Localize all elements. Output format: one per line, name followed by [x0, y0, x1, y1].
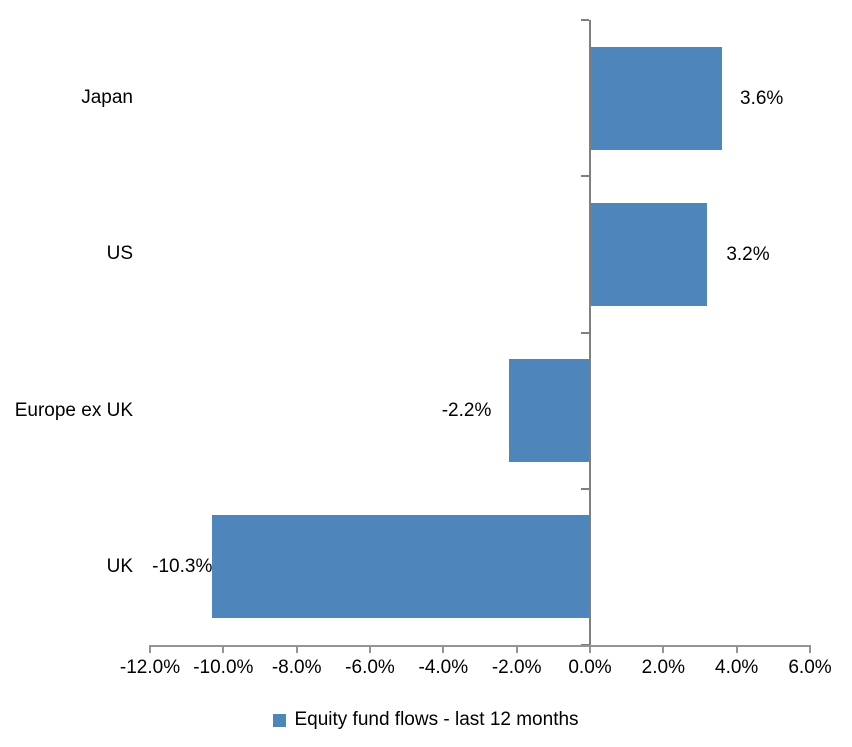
- bar: [590, 202, 708, 306]
- category-label: UK: [106, 555, 133, 577]
- bar-value-label: -2.2%: [441, 400, 492, 422]
- bar: [212, 515, 590, 619]
- y-axis-tick: [581, 487, 589, 490]
- category-label: Japan: [81, 87, 133, 108]
- x-tick-label: 6.0%: [788, 657, 832, 678]
- x-axis-tick: [295, 645, 298, 653]
- category-label: Europe ex UK: [14, 399, 133, 421]
- x-tick-label: -8.0%: [271, 657, 322, 678]
- legend-marker-icon: [273, 713, 287, 727]
- category-label: US: [106, 243, 133, 265]
- bar-value-label: 3.6%: [740, 87, 784, 109]
- x-tick-label: -6.0%: [345, 657, 395, 678]
- bar-value-label: 3.2%: [726, 243, 770, 265]
- legend-label: Equity fund flows - last 12 months: [294, 709, 579, 730]
- x-axis-tick: [515, 645, 518, 653]
- y-axis-tick: [581, 19, 589, 21]
- bar: [509, 359, 590, 463]
- x-axis-tick: [589, 645, 591, 653]
- x-axis-tick: [662, 645, 665, 653]
- bar-value-label: -10.3%: [152, 556, 213, 578]
- x-axis-tick: [735, 645, 738, 653]
- x-axis-tick: [809, 645, 811, 653]
- x-tick-label: -10.0%: [193, 657, 254, 678]
- x-axis-tick: [222, 645, 225, 653]
- chart-legend: Equity fund flows - last 12 months: [0, 707, 852, 733]
- x-axis-tick: [369, 645, 371, 653]
- x-tick-label: -2.0%: [491, 657, 542, 678]
- x-tick-label: -12.0%: [119, 657, 181, 678]
- x-tick-label: -4.0%: [418, 657, 469, 678]
- x-tick-label: 2.0%: [641, 657, 685, 678]
- y-axis-tick: [581, 175, 589, 178]
- x-axis-line: [150, 645, 810, 647]
- x-tick-label: 4.0%: [715, 657, 759, 678]
- x-axis-tick: [149, 645, 151, 653]
- x-axis-tick: [442, 645, 445, 653]
- y-axis-line: [589, 20, 591, 653]
- y-axis-tick: [581, 331, 589, 334]
- bar: [590, 46, 722, 150]
- x-tick-label: 0.0%: [568, 657, 612, 678]
